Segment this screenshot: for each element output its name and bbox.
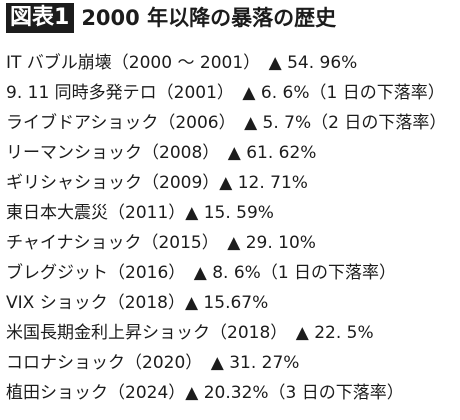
figure-title: 2000 年以降の暴落の歴史 — [81, 6, 337, 30]
list-item: 米国長期金利上昇ショック（2018） ▲ 22. 5% — [6, 323, 374, 343]
list-item: ライブドアショック（2006） ▲ 5. 7%（2 日の下落率） — [6, 113, 447, 133]
list-item: コロナショック（2020） ▲ 31. 27% — [6, 353, 300, 373]
crash-list: IT バブル崩壊（2000 〜 2001） ▲ 54. 96% 9. 11 同時… — [6, 48, 458, 408]
list-item: チャイナショック（2015） ▲ 29. 10% — [6, 233, 316, 253]
list-item: 9. 11 同時多発テロ（2001） ▲ 6. 6%（1 日の下落率） — [6, 83, 445, 103]
list-item: IT バブル崩壊（2000 〜 2001） ▲ 54. 96% — [6, 53, 358, 73]
figure-header: 図表1 2000 年以降の暴落の歴史 — [6, 3, 336, 33]
list-item: ブレグジット（2016） ▲ 8. 6%（1 日の下落率） — [6, 263, 397, 283]
list-item: VIX ショック（2018）▲ 15.67% — [6, 293, 269, 313]
list-item: 植田ショック（2024）▲ 20.32%（3 日の下落率） — [6, 383, 404, 403]
list-item: リーマンショック（2008） ▲ 61. 62% — [6, 143, 317, 163]
list-item: ギリシャショック（2009）▲ 12. 71% — [6, 173, 308, 193]
list-item: 東日本大震災（2011）▲ 15. 59% — [6, 203, 274, 223]
figure-badge: 図表1 — [6, 3, 75, 33]
